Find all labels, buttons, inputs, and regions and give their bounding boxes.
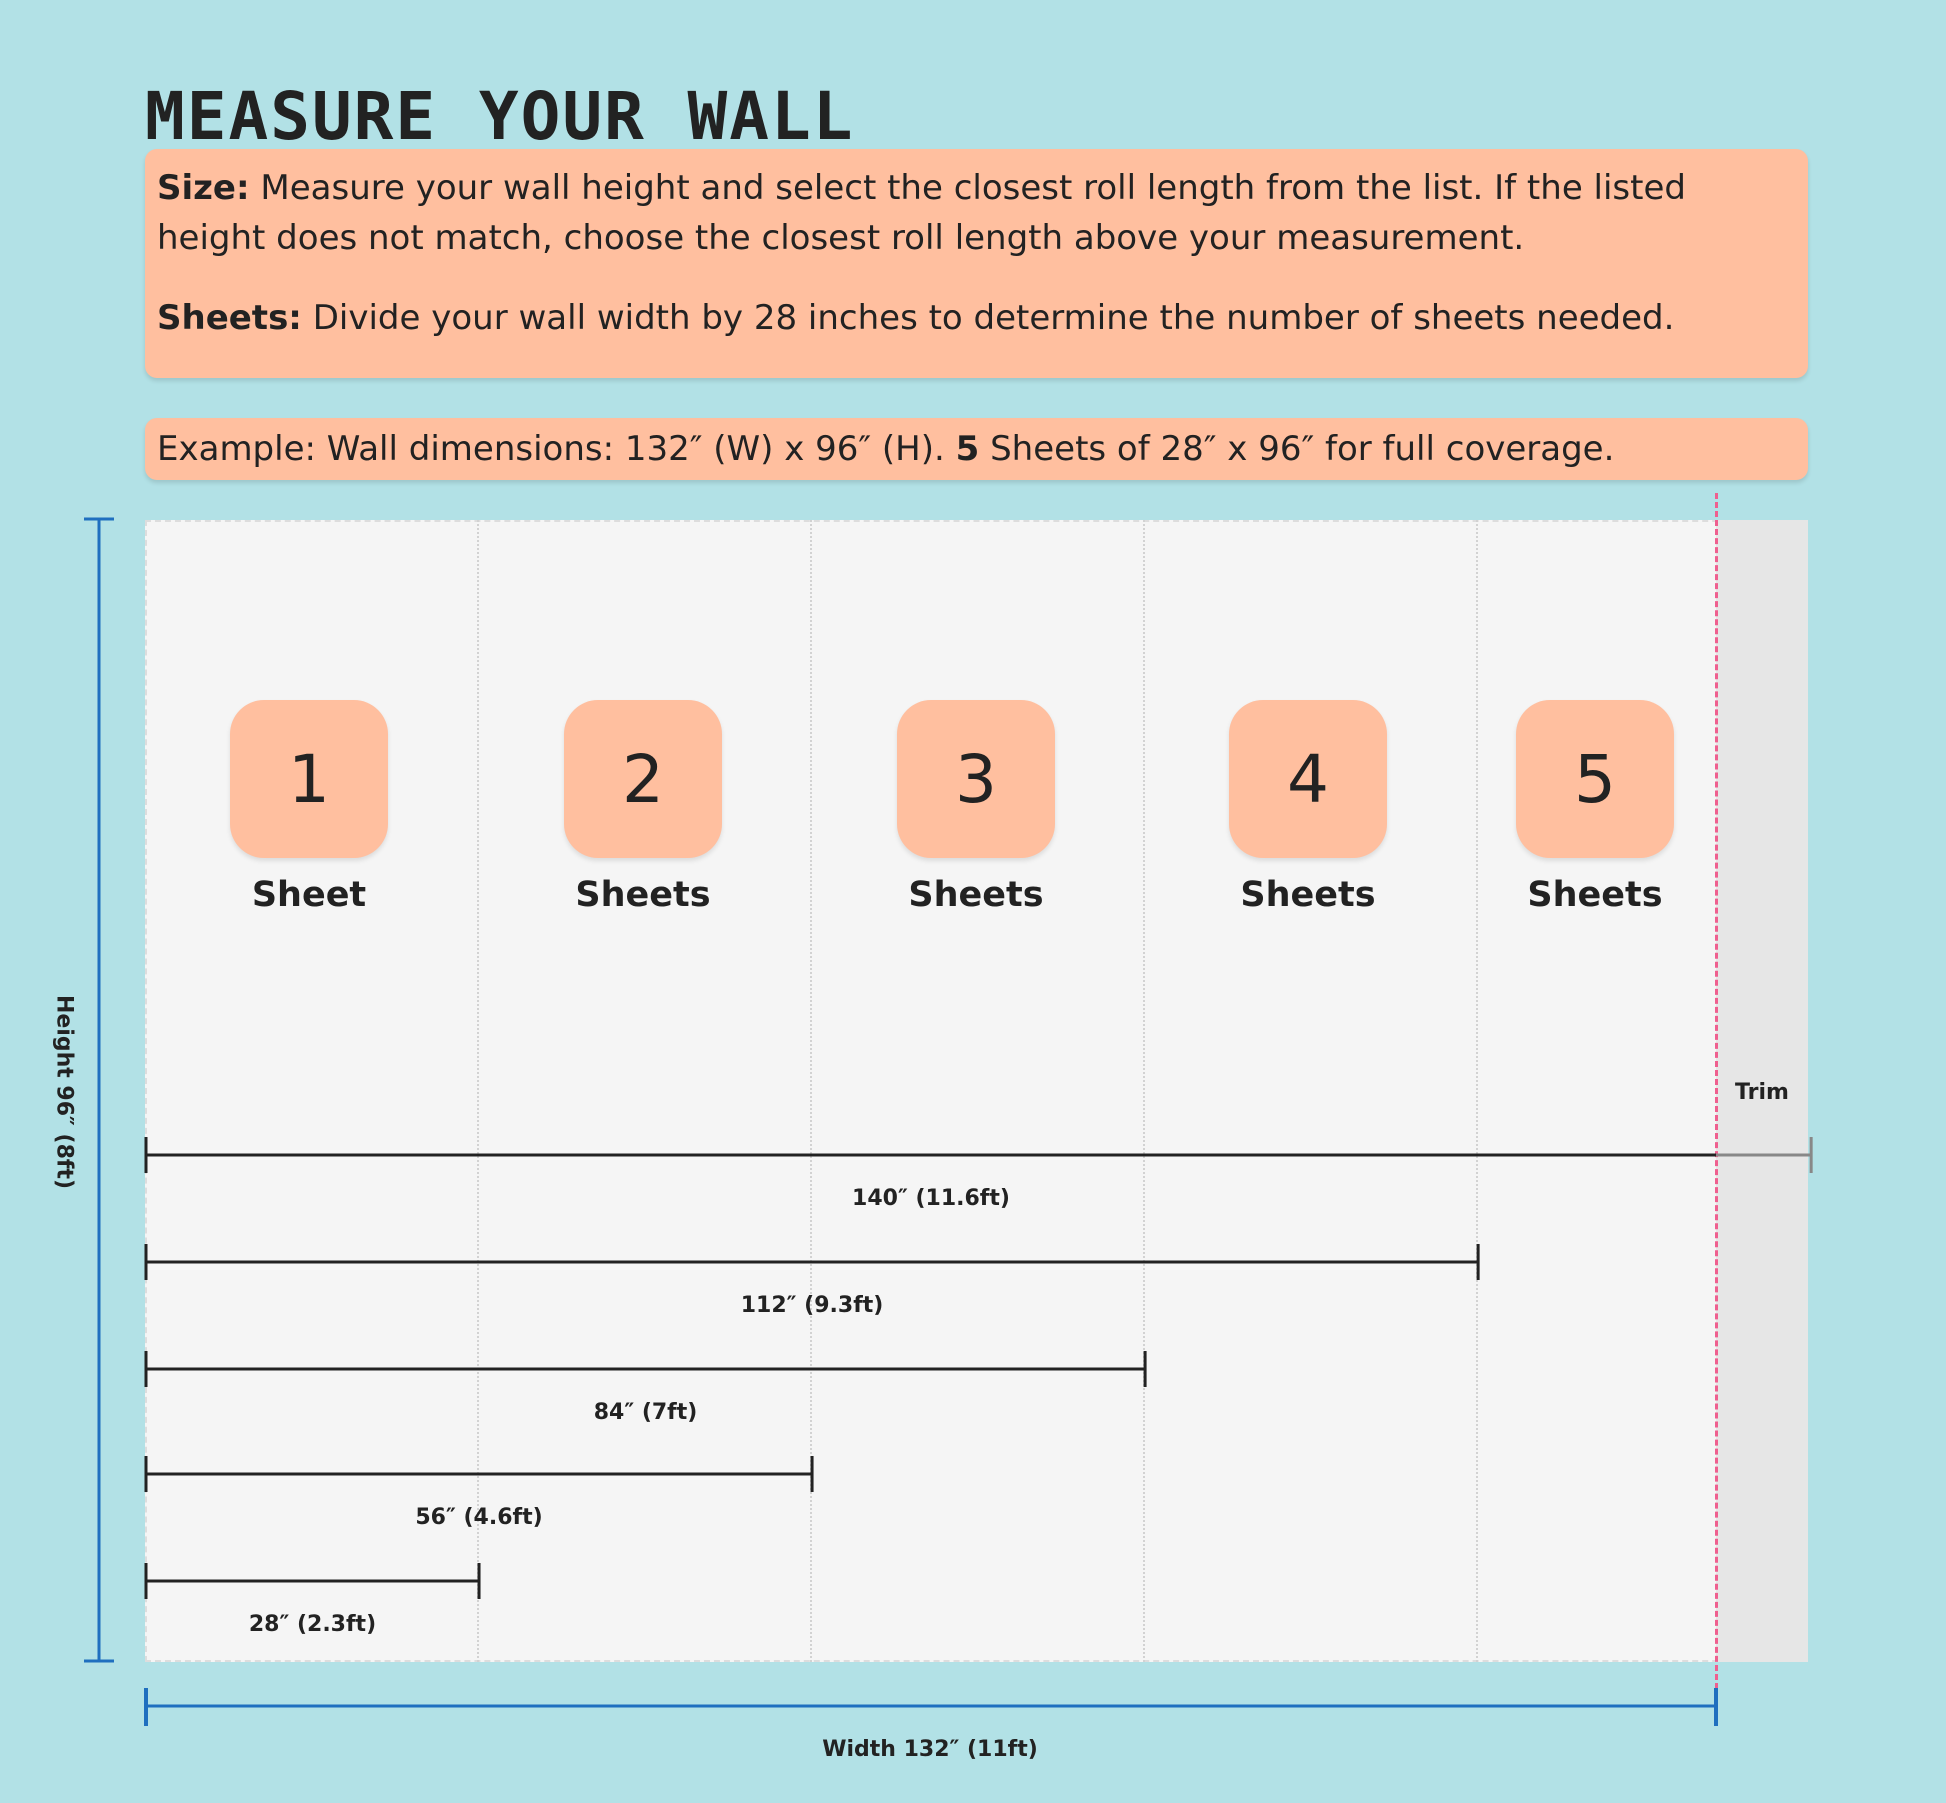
sheet-label-2: Sheets — [575, 875, 711, 915]
height-label: Height 96″ (8ft) — [51, 994, 77, 1190]
measure-label: 28″ (2.3ft) — [248, 1612, 377, 1637]
sheet-divider — [810, 520, 812, 1662]
sheets-text: Divide your wall width by 28 inches to d… — [301, 298, 1675, 338]
sheet-divider — [477, 520, 479, 1662]
sheet-badge-2: 2 — [564, 700, 722, 858]
measure-label: 112″ (9.3ft) — [740, 1293, 884, 1318]
example-text-end: Sheets of 28″ x 96″ for full coverage. — [979, 429, 1615, 469]
trim-area — [1716, 520, 1808, 1662]
sheet-label-5: Sheets — [1527, 875, 1663, 915]
sheet-divider — [1476, 520, 1478, 1662]
size-label: Size: — [157, 168, 250, 208]
sheets-instruction: Sheets: Divide your wall width by 28 inc… — [157, 293, 1796, 343]
sheets-label: Sheets: — [157, 298, 302, 338]
sheet-label-1: Sheet — [251, 875, 367, 915]
width-label: Width 132″ (11ft) — [822, 1737, 1038, 1762]
sheet-label-3: Sheets — [908, 875, 1044, 915]
measure-label: 84″ (7ft) — [593, 1400, 698, 1425]
trim-label: Trim — [1735, 1080, 1789, 1105]
sheet-label-4: Sheets — [1240, 875, 1376, 915]
sheet-badge-5: 5 — [1516, 700, 1674, 858]
size-instruction: Size: Measure your wall height and selec… — [157, 163, 1796, 263]
sheet-badge-3: 3 — [897, 700, 1055, 858]
size-text: Measure your wall height and select the … — [157, 168, 1686, 258]
instructions-box: Size: Measure your wall height and selec… — [145, 149, 1808, 378]
example-text: Example: Wall dimensions: 132″ (W) x 96″… — [157, 429, 956, 469]
sheet-badge-4: 4 — [1229, 700, 1387, 858]
sheet-divider — [1143, 520, 1145, 1662]
page-title: MEASURE YOUR WALL — [145, 78, 855, 155]
sheet-badge-1: 1 — [230, 700, 388, 858]
example-box: Example: Wall dimensions: 132″ (W) x 96″… — [145, 418, 1808, 480]
example-count: 5 — [955, 429, 980, 469]
measure-label: 140″ (11.6ft) — [852, 1186, 1010, 1211]
measure-label: 56″ (4.6ft) — [415, 1505, 543, 1530]
trim-line — [1715, 493, 1718, 1707]
